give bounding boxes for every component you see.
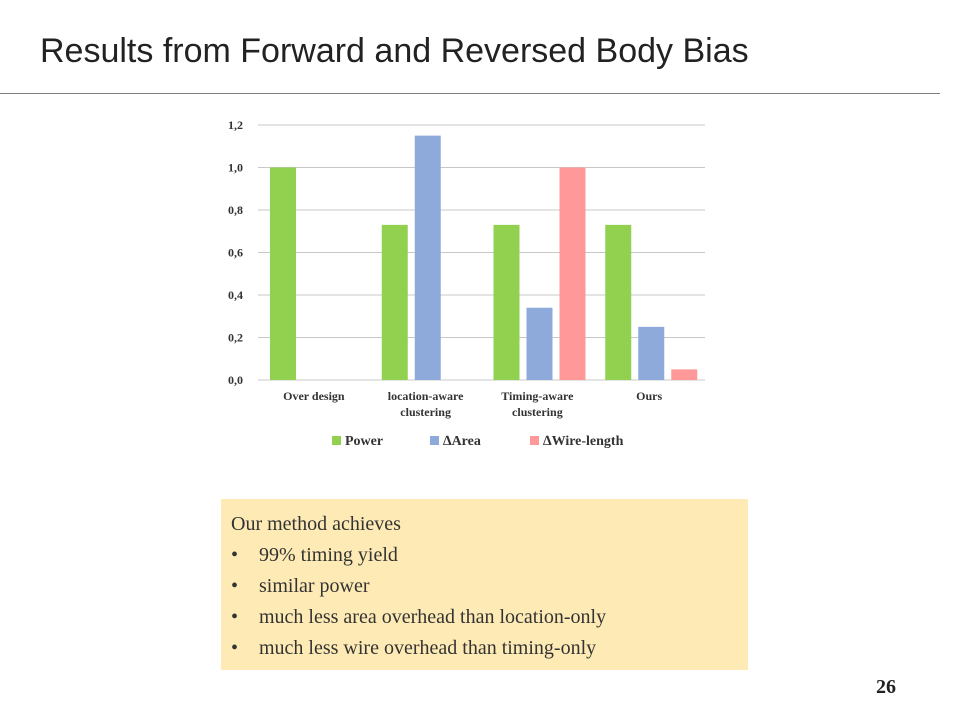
bar (605, 224, 632, 380)
summary-list: • 99% timing yield • similar power • much les… (231, 540, 738, 664)
x-category-label: location-aware (388, 389, 464, 403)
bar (526, 307, 553, 380)
summary-item-text: similar power (259, 575, 370, 597)
x-category-label: Ours (636, 389, 662, 403)
legend-swatch (332, 436, 341, 445)
y-tick-label: 0,8 (228, 203, 243, 217)
summary-item-text: much less wire overhead than timing-only (259, 637, 597, 659)
legend-label: ∆Wire-length (543, 434, 624, 449)
summary-item: • much less wire overhead than timing-onl… (231, 633, 738, 664)
page-number: 26 (876, 676, 896, 698)
summary-box: Our method achieves • 99% timing yield • si… (221, 499, 748, 670)
bullet-marker: • (231, 637, 239, 659)
y-tick-label: 1,0 (228, 161, 243, 175)
title-divider (0, 93, 940, 94)
bar-chart-svg: 0,0 0,2 0,4 0,6 0,8 1,0 1,2 Over design locatio… (228, 118, 705, 449)
y-tick-label: 1,2 (228, 118, 243, 132)
gridlines (258, 124, 705, 381)
legend-swatch (430, 436, 439, 445)
summary-item: • much less area overhead than location-o… (231, 602, 738, 633)
y-tick-label: 0,6 (228, 246, 243, 260)
bullet-marker: • (231, 544, 239, 566)
bar (671, 369, 698, 380)
bar (270, 167, 296, 380)
legend-swatch (530, 436, 539, 445)
summary-item-text: 99% timing yield (259, 544, 398, 566)
slide-title: Results from Forward and Reversed Body B… (40, 32, 749, 70)
summary-item: • 99% timing yield (231, 540, 738, 571)
bullet-marker: • (231, 575, 239, 597)
x-category-label: clustering (512, 405, 563, 419)
legend-label: Power (345, 434, 383, 449)
bar (493, 224, 520, 380)
x-category-label: clustering (400, 405, 451, 419)
x-category-label: Timing-aware (501, 389, 574, 403)
bar (381, 224, 408, 380)
y-tick-label: 0,2 (228, 331, 243, 345)
bar (414, 135, 441, 380)
summary-item: • similar power (231, 571, 738, 602)
x-category-label: Over design (283, 389, 345, 403)
bars (270, 135, 698, 380)
y-tick-label: 0,4 (228, 288, 243, 302)
x-axis-categories: Over design location-aware clustering Timin… (283, 389, 662, 419)
summary-item-text: much less area overhead than location-on… (259, 606, 607, 628)
legend: Power ∆Area ∆Wire-length (332, 434, 624, 449)
bar (638, 326, 665, 380)
bar-chart: 0,0 0,2 0,4 0,6 0,8 1,0 1,2 Over design locatio… (200, 105, 730, 470)
y-tick-label: 0,0 (228, 373, 243, 387)
y-axis-ticks: 0,0 0,2 0,4 0,6 0,8 1,0 1,2 (228, 118, 243, 387)
legend-label: ∆Area (443, 434, 481, 449)
bar (559, 167, 586, 380)
bullet-marker: • (231, 606, 239, 628)
summary-heading: Our method achieves (231, 513, 401, 535)
